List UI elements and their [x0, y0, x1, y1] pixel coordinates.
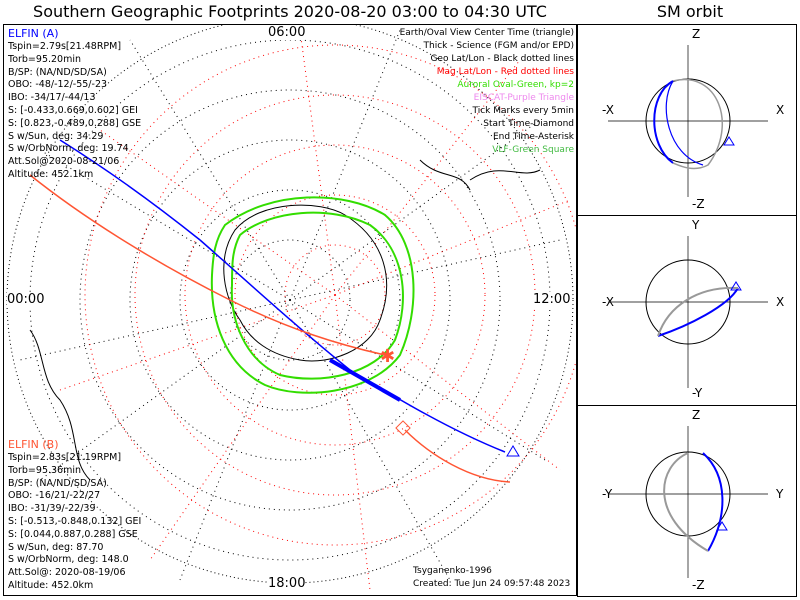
axis-label: -X — [602, 295, 614, 309]
elfin-a-label: ELFIN (A) — [8, 27, 59, 40]
elfin-b-track — [29, 174, 386, 356]
info-line: S w/OrbNorm, deg: 19.74 — [8, 143, 129, 155]
info-line: B/SP: (NA/ND/SD/SA) — [8, 66, 107, 78]
info-line: S w/Sun, deg: 87.70 — [8, 541, 104, 553]
axis-label: Y — [776, 487, 784, 501]
elfin-a-science-segment — [329, 358, 401, 402]
axis-label: -Z — [692, 578, 705, 592]
axis-label: -Z — [692, 197, 705, 211]
info-line: IBO: -31/39/-22/39 — [8, 503, 96, 515]
info-line: Tspin=2.83s[21.19RPM] — [8, 452, 122, 463]
model-label: Tsyganenko-1996 — [413, 566, 492, 576]
elfin-b-info: ELFIN (B) Tspin=2.83s[21.19RPM] Torb=95.… — [8, 438, 141, 593]
sm-orbit-title: SM orbit — [656, 2, 724, 21]
hour-label-bottom: 18:00 — [268, 576, 306, 591]
info-line: S: [-0.513,-0.848,0.132] GEI — [8, 515, 142, 527]
legend-item: Start Time-Diamond — [483, 119, 574, 129]
coastlines — [29, 159, 541, 481]
info-line: S: [-0.433,0.669,0.602] GEI — [8, 104, 138, 116]
plot-title: Southern Geographic Footprints 2020-08-2… — [33, 2, 547, 21]
auroral-oval — [210, 196, 415, 394]
elfin-a-view-triangle — [506, 445, 520, 457]
legend-item: EISCAT-Purple Triangle — [473, 93, 574, 103]
legend-item: Mag Lat/Lon - Red dotted lines — [436, 67, 574, 77]
axis-label: X — [776, 103, 785, 117]
legend-item: Auroral Oval-Green, kp=2 — [457, 80, 574, 90]
legend: Earth/Oval View Center Time (triangle) Th… — [400, 27, 574, 157]
axis-label: -Y — [602, 487, 613, 501]
axis-label: Y — [692, 218, 700, 232]
info-line: Torb=95.36min — [8, 464, 82, 476]
legend-item: Thick - Science (FGM and/or EPD) — [423, 41, 574, 51]
created-label: Created: Tue Jun 24 09:57:48 2023 — [413, 579, 571, 589]
hour-label-left: 00:00 — [7, 292, 45, 307]
info-line: IBO: -34/17/-44/13 — [8, 92, 96, 104]
elfin-a-track — [59, 139, 506, 453]
info-line: Altitude: 452.1km — [8, 168, 94, 180]
legend-item: Geo Lat/Lon - Black dotted lines — [430, 54, 574, 64]
info-line: Altitude: 452.0km — [8, 579, 94, 591]
info-line: Tspin=2.79s[21.48RPM] — [8, 41, 122, 52]
info-line: B/SP: (NA/ND/SD/SA) — [8, 477, 107, 489]
elfin-b-start-diamond — [395, 420, 411, 436]
axis-label: X — [776, 295, 785, 309]
elfin-b-end-asterisk: ✱ — [380, 346, 395, 367]
info-line: S w/OrbNorm, deg: 148.0 — [8, 554, 129, 566]
info-line: Torb=95.20min — [8, 53, 82, 65]
footprint-plot-frame — [3, 24, 577, 596]
sm-panel-xy: Y -Y -X X — [577, 215, 797, 406]
sm-panel-yz: Z -Z -Y Y — [577, 405, 797, 597]
hour-label-right: 12:00 — [533, 292, 571, 307]
info-line: S: [0.044,0.887,0.288] GSE — [8, 528, 138, 540]
axis-label: -Y — [692, 386, 703, 400]
axis-label: -X — [602, 103, 614, 117]
legend-item: Earth/Oval View Center Time (triangle) — [399, 28, 574, 38]
legend-item: Tick Marks every 5min — [472, 106, 574, 116]
axis-label: Z — [692, 27, 701, 41]
info-line: OBO: -48/-12/-55/-23 — [8, 79, 108, 91]
elfin-a-info: ELFIN (A) Tspin=2.79s[21.48RPM] Torb=95.… — [8, 27, 141, 182]
legend-item: VLF-Green Square — [492, 145, 574, 155]
hour-label-top: 06:00 — [268, 25, 306, 40]
polar-map: ✱ — [6, 25, 576, 591]
elfin-b-track-2 — [404, 429, 511, 483]
info-line: Att.Sol@2020-08-21/06 — [8, 156, 120, 168]
info-line: Att.Sol@: 2020-08-19/06 — [8, 567, 126, 579]
elfin-b-label: ELFIN (B) — [8, 438, 59, 451]
info-line: S: [0.823,-0.489,0.288] GSE — [8, 117, 142, 129]
axis-label: Z — [692, 408, 701, 422]
sm-panel-xz: Z -Z -X X — [577, 24, 797, 216]
legend-item: End Time-Asterisk — [492, 132, 574, 142]
info-line: S w/Sun, deg: 34.29 — [8, 130, 104, 142]
info-line: OBO: -16/21/-22/27 — [8, 490, 101, 502]
